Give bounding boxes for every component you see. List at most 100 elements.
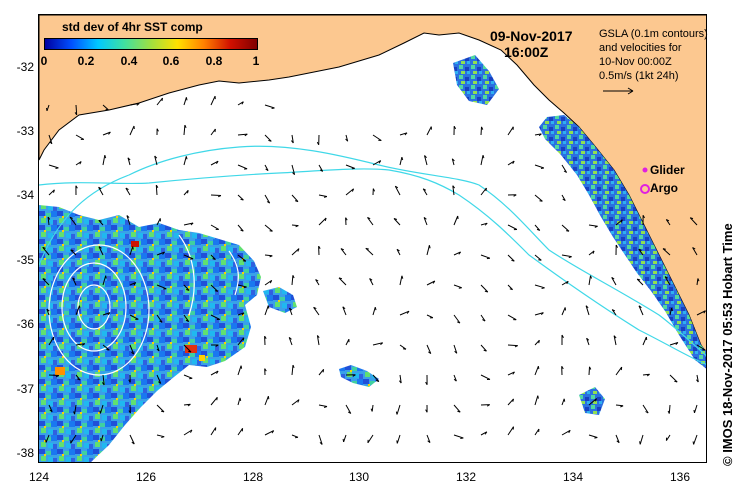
velocity-arrow (343, 434, 347, 443)
velocity-arrowhead (288, 337, 292, 340)
sst-small-patch (263, 287, 297, 313)
velocity-arrowhead (693, 409, 695, 414)
glider-marker (642, 167, 648, 173)
velocity-arrowhead (537, 395, 539, 399)
velocity-arrow (210, 95, 216, 106)
velocity-arrow (102, 374, 105, 385)
velocity-arrowhead (592, 250, 595, 254)
velocity-arrow (288, 337, 293, 346)
velocity-arrowhead (267, 305, 270, 309)
velocity-arrowhead (401, 275, 404, 279)
velocity-arrowhead (484, 290, 488, 293)
velocity-arrow (345, 404, 352, 414)
velocity-arrowhead (158, 381, 162, 384)
velocity-arrowhead (323, 196, 328, 198)
velocity-arrowhead (295, 225, 299, 228)
gsla-contour (39, 145, 706, 357)
velocity-arrowhead (190, 429, 193, 433)
colorbar-tick: 0 (40, 54, 48, 68)
velocity-arrow (210, 427, 217, 436)
velocity-arrow (156, 344, 160, 352)
lat-label: -36 (16, 317, 34, 331)
velocity-arrowhead (565, 230, 570, 232)
velocity-arrow (615, 219, 623, 226)
velocity-arrowhead (351, 188, 355, 192)
velocity-arrowhead (484, 431, 488, 435)
velocity-arrowhead (319, 169, 323, 172)
velocity-arrow (102, 275, 107, 286)
velocity-arrow (48, 404, 53, 412)
velocity-arrow (396, 434, 401, 444)
velocity-arrowhead (561, 334, 564, 338)
velocity-arrow (70, 249, 77, 256)
velocity-arrowhead (369, 278, 373, 281)
velocity-arrowhead (216, 397, 218, 401)
velocity-arrowhead (423, 217, 427, 220)
velocity-arrow (75, 374, 81, 381)
velocity-arrow (372, 374, 380, 382)
velocity-arrow (507, 314, 517, 321)
velocity-arrowhead (131, 351, 135, 355)
velocity-arrowhead (187, 403, 191, 407)
velocity-arrow (316, 335, 320, 346)
velocity-arrowhead (380, 342, 384, 346)
velocity-arrowhead (42, 278, 46, 280)
velocity-arrowhead (456, 321, 461, 324)
velocity-arrowhead (615, 244, 619, 248)
velocity-arrow (534, 133, 542, 136)
velocity-arrow (662, 248, 671, 256)
velocity-arrowhead (100, 438, 102, 442)
velocity-arrowhead (483, 349, 487, 352)
velocity-arrow (156, 374, 162, 384)
velocity-arrowhead (401, 156, 404, 161)
velocity-arrow (664, 276, 671, 286)
velocity-arrow (291, 134, 294, 144)
velocity-arrowhead (395, 411, 398, 415)
velocity-arrowhead (128, 410, 131, 414)
lon-label: 124 (28, 470, 50, 484)
velocity-arrow (588, 434, 598, 438)
velocity-arrowhead (538, 259, 542, 261)
velocity-arrow (183, 314, 190, 322)
velocity-arrowhead (69, 216, 73, 219)
velocity-arrowhead (160, 410, 165, 413)
velocity-arrow (399, 374, 402, 384)
velocity-arrow (264, 104, 275, 109)
velocity-arrowhead (540, 312, 544, 316)
velocity-arrow (291, 275, 294, 286)
velocity-arrowhead (370, 408, 373, 412)
velocity-arrow (129, 282, 136, 286)
velocity-arrow (615, 404, 624, 407)
velocity-arrowhead (352, 374, 356, 377)
velocity-arrow (642, 373, 650, 376)
velocity-arrow (372, 160, 381, 166)
velocity-arrow (615, 366, 623, 376)
velocity-arrowhead (291, 140, 294, 144)
velocity-arrow (264, 305, 269, 316)
velocity-arrowhead (485, 187, 487, 192)
velocity-arrowhead (375, 380, 380, 382)
velocity-arrow (264, 164, 269, 171)
velocity-arrow (367, 217, 374, 226)
velocity-arrowhead (703, 310, 706, 314)
velocity-arrowhead (107, 312, 111, 316)
velocity-arrow (183, 403, 191, 406)
velocity-arrow (237, 164, 248, 170)
velocity-arrow (129, 434, 135, 445)
velocity-arrowhead (46, 107, 48, 111)
velocity-arrowhead (637, 278, 641, 281)
velocity-arrowhead (132, 246, 134, 250)
velocity-arrow (291, 224, 299, 227)
velocity-arrow (534, 254, 542, 261)
map-svg (39, 15, 706, 462)
velocity-arrowhead (342, 306, 346, 310)
velocity-arrowhead (697, 278, 700, 282)
velocity-arrow (127, 157, 131, 166)
velocity-arrow (399, 344, 407, 350)
velocity-arrow (129, 314, 139, 320)
credit-text: © IMOS 18-Nov-2017 05:53 Hobart Time (720, 223, 735, 466)
velocity-arrow (291, 365, 294, 376)
velocity-arrow (689, 217, 698, 226)
velocity-arrowhead (49, 141, 53, 145)
velocity-arrowhead (536, 228, 540, 231)
